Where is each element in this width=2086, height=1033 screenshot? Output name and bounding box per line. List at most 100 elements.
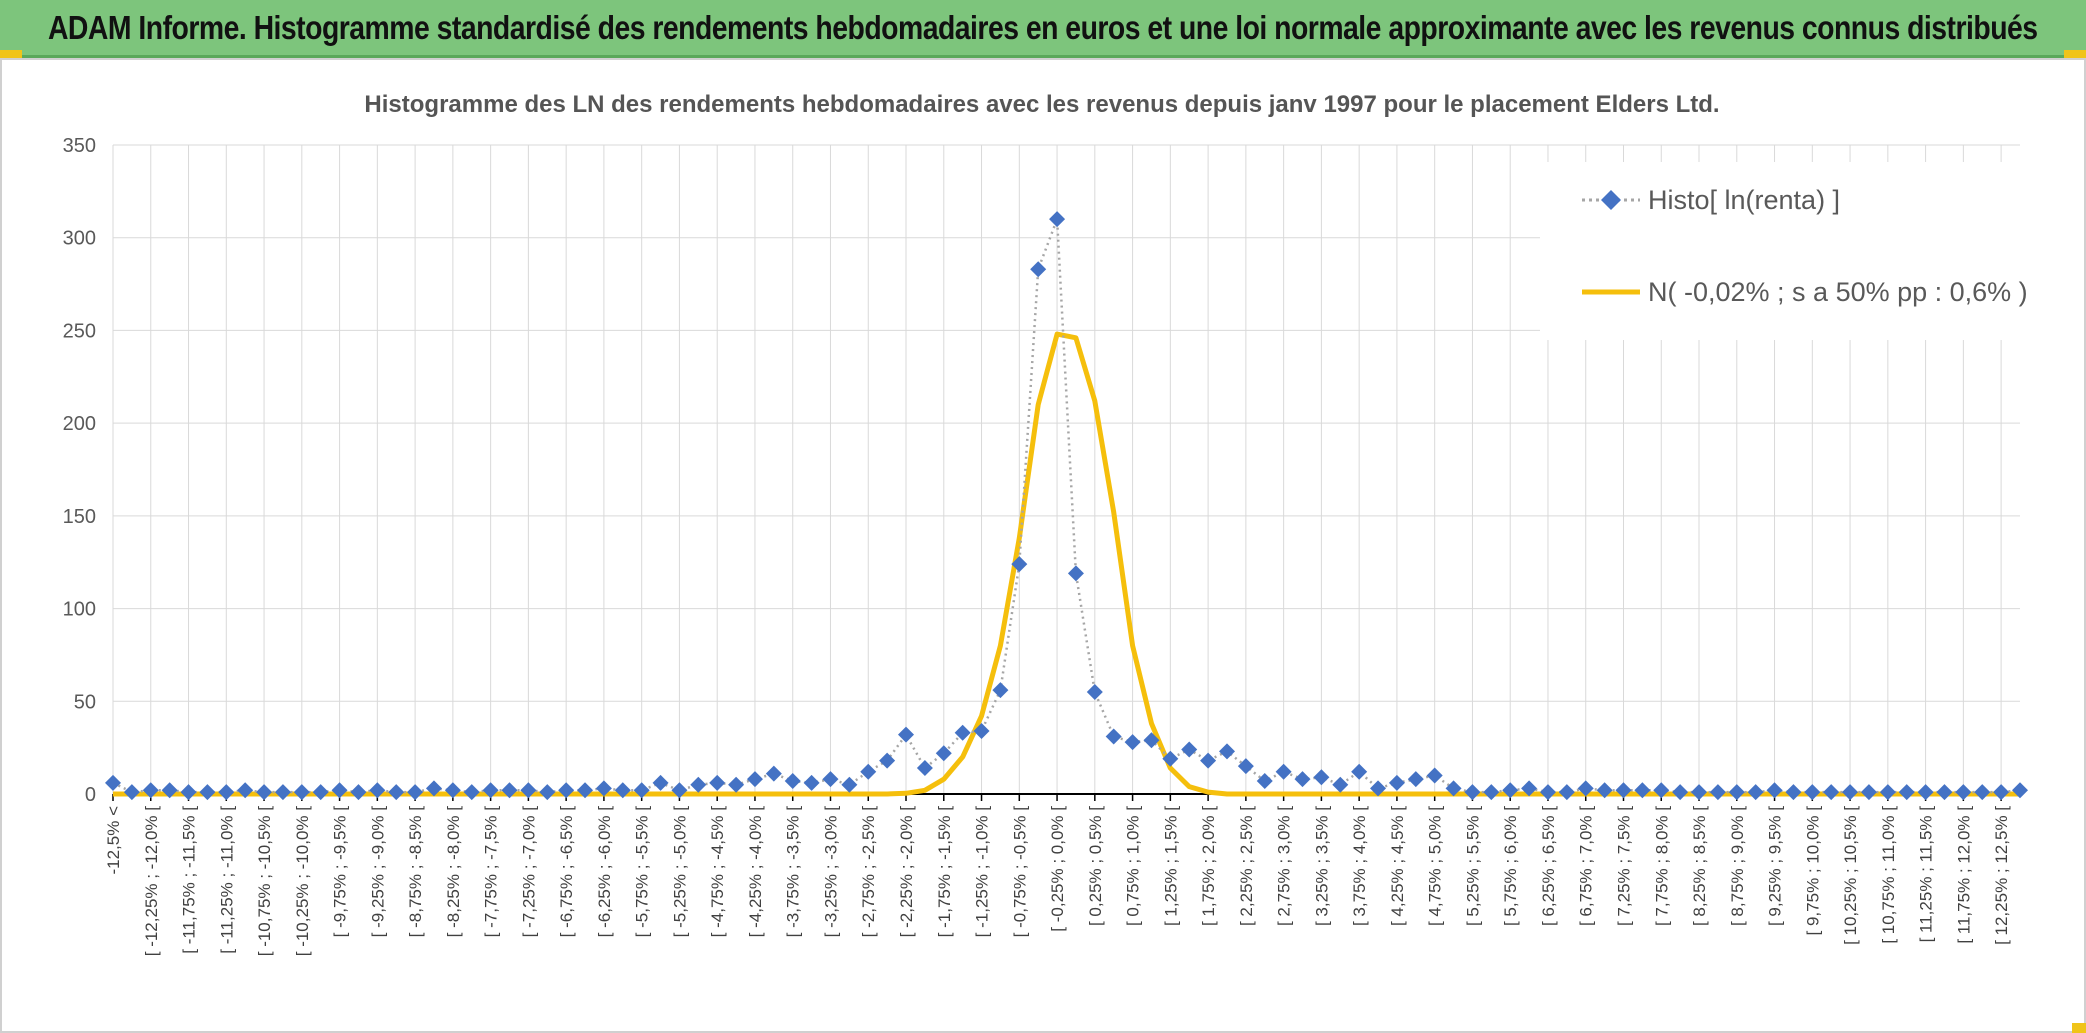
histo-point [1483, 784, 1500, 801]
x-tick-label: [ -11,25% ; -11,0% [ [217, 806, 236, 954]
histo-point [1426, 767, 1443, 784]
histo-point [482, 782, 499, 799]
histo-point [1445, 780, 1462, 797]
histo-point [1577, 780, 1594, 797]
histo-point [1218, 743, 1235, 760]
y-axis-ticks: 0 50 100 150 200 250 300 350 [63, 135, 96, 806]
x-tick-label: [ -3,25% ; -3,0% [ [821, 806, 840, 938]
histo-point [1898, 784, 1915, 801]
histo-point [520, 782, 537, 799]
x-tick-label: [ -1,25% ; -1,0% [ [973, 806, 992, 938]
x-tick-label: [ 6,75% ; 7,0% [ [1577, 806, 1596, 926]
x-tick-label: [ 11,75% ; 12,0% [ [1954, 806, 1973, 944]
histo-series [105, 211, 2028, 801]
histo-point [879, 752, 896, 769]
histo-point [1974, 784, 1991, 801]
histo-point [1936, 784, 1953, 801]
histo-point [841, 776, 858, 793]
histo-point [1407, 771, 1424, 788]
x-tick-label: [ 9,75% ; 10,0% [ [1803, 806, 1822, 936]
x-tick-label: [ 11,25% ; 11,5% [ [1917, 806, 1936, 943]
x-tick-label: [ -12,25% ; -12,0% [ [142, 806, 161, 957]
histo-point [1521, 780, 1538, 797]
histo-point [161, 782, 178, 799]
x-tick-label: [ -7,25% ; -7,0% [ [519, 806, 538, 938]
y-tick-label: 300 [63, 228, 96, 250]
x-tick-label: [ 7,75% ; 8,0% [ [1652, 806, 1671, 926]
histo-point [199, 784, 216, 801]
histo-point [1804, 784, 1821, 801]
histo-point [614, 782, 631, 799]
histo-point [1011, 556, 1028, 573]
x-tick-label: [ 2,25% ; 2,5% [ [1237, 806, 1256, 926]
x-tick-label: [ -3,75% ; -3,5% [ [784, 806, 803, 938]
vertical-gridlines [112, 145, 2002, 794]
histo-point [1181, 741, 1198, 758]
histo-point [1030, 261, 1047, 278]
histo-point [1351, 763, 1368, 780]
histo-point [1464, 784, 1481, 801]
histo-point [237, 782, 254, 799]
y-tick-label: 350 [63, 135, 96, 157]
x-tick-label: [ -6,25% ; -6,0% [ [595, 806, 614, 938]
histo-point [142, 782, 159, 799]
histo-point [1237, 758, 1254, 775]
x-tick-label: [ 1,25% ; 1,5% [ [1161, 806, 1180, 926]
report-title: ADAM Informe. Histogramme standardisé de… [48, 8, 2038, 46]
histo-point [1842, 784, 1859, 801]
x-tick-label: [ 8,75% ; 9,0% [ [1728, 806, 1747, 926]
histo-point [1993, 784, 2010, 801]
histo-point [1143, 732, 1160, 749]
x-tick-label: [ -9,25% ; -9,0% [ [368, 806, 387, 938]
histo-point [803, 774, 820, 791]
histo-point [1294, 771, 1311, 788]
x-tick-label: [ -0,25% ; 0,0% [ [1048, 806, 1067, 932]
histo-point [1879, 784, 1896, 801]
histo-point [256, 784, 273, 801]
x-tick-label: [ 4,25% ; 4,5% [ [1388, 806, 1407, 926]
histo-point [539, 784, 556, 801]
histo-point [822, 771, 839, 788]
histo-point [1747, 784, 1764, 801]
y-tick-label: 250 [63, 320, 96, 342]
x-tick-label: [ -1,75% ; -1,5% [ [935, 806, 954, 938]
x-tick-label: -12,5% < [104, 806, 123, 875]
histo-point [973, 722, 990, 739]
histo-point [407, 784, 424, 801]
y-tick-label: 50 [74, 691, 96, 713]
x-tick-label: [ 5,75% ; 6,0% [ [1501, 806, 1520, 926]
histo-point [1370, 780, 1387, 797]
histo-point [860, 763, 877, 780]
x-tick-label: [ -8,25% ; -8,0% [ [444, 806, 463, 938]
histo-point [1917, 784, 1934, 801]
x-tick-label: [ 8,25% ; 8,5% [ [1690, 806, 1709, 926]
histo-point [1256, 773, 1273, 790]
histo-point [916, 760, 933, 777]
x-tick-label: [ 5,25% ; 5,5% [ [1463, 806, 1482, 926]
x-tick-label: [ 3,25% ; 3,5% [ [1312, 806, 1331, 926]
histo-point [369, 782, 386, 799]
histo-point [1766, 782, 1783, 799]
x-tick-label: [ -0,75% ; -0,5% [ [1010, 806, 1029, 938]
histo-point [425, 780, 442, 797]
x-tick-label: [ -2,75% ; -2,5% [ [859, 806, 878, 938]
histo-point [274, 784, 291, 801]
x-tick-label: [ -10,75% ; -10,5% [ [255, 806, 274, 957]
banner-accent-left [0, 50, 22, 58]
histo-point [1539, 784, 1556, 801]
x-tick-label: [ 3,75% ; 4,0% [ [1350, 806, 1369, 926]
histo-point [123, 784, 140, 801]
histo-point [293, 784, 310, 801]
legend-background [1540, 162, 2020, 340]
histo-point [595, 780, 612, 797]
histo-point [312, 784, 329, 801]
banner-accent-right [2064, 50, 2086, 58]
histo-point [765, 765, 782, 782]
x-tick-label: [ 0,25% ; 0,5% [ [1086, 806, 1105, 926]
histo-point [954, 724, 971, 741]
legend: Histo[ ln(renta) ] N( -0,02% ; s a 50% p… [1540, 162, 2028, 340]
histo-point [388, 784, 405, 801]
histo-point [501, 782, 518, 799]
y-tick-label: 200 [63, 413, 96, 435]
histo-point [652, 774, 669, 791]
